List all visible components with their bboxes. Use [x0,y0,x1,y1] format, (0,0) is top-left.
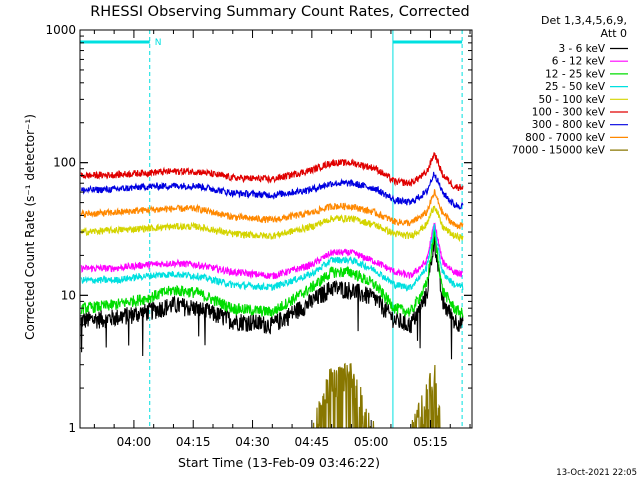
series-line-6-12-keV [80,222,464,280]
y-tick-label: 1 [68,421,76,435]
series-group [80,30,464,428]
axes: 1 10 100 1000 04:00 04:15 04:30 04:45 05:00 05:15 [45,23,473,449]
series-line-12-25-keV [80,227,464,318]
x-tick-label: 04:45 [295,435,330,449]
x-tick-label: 05:15 [413,435,448,449]
y-tick-label: 1000 [45,23,76,37]
x-axis-label: Start Time (13-Feb-09 03:46:22) [178,455,380,470]
legend-label: 6 - 12 keV [552,56,606,68]
legend-label: 50 - 100 keV [538,94,605,106]
legend-label: 300 - 800 keV [532,119,606,131]
legend-title-line2: Att 0 [601,27,627,40]
legend-label: 800 - 7000 keV [525,132,606,144]
legend-label: 25 - 50 keV [545,81,606,93]
series-line-300-800-keV [80,171,464,210]
legend-label: 7000 - 15000 keV [512,145,606,157]
legend-label: 100 - 300 keV [532,107,606,119]
night-annotation: N [155,38,162,48]
series-line-7000-15000-keV [312,362,441,428]
series-line-100-300-keV [80,152,464,191]
series-line-25-50-keV [80,223,464,292]
y-tick-label: 10 [61,288,76,302]
y-tick-label: 100 [53,156,76,170]
x-tick-label: 04:30 [235,435,270,449]
x-tick-label: 04:15 [176,435,211,449]
legend-label: 12 - 25 keV [545,68,606,80]
y-axis-label: Corrected Count Rate (s⁻¹ detector⁻¹) [23,114,37,340]
legend-label: 3 - 6 keV [558,43,605,55]
plot-area: N [80,30,464,428]
series-line-800-7000-keV [80,189,464,230]
timestamp: 13-Oct-2021 22:05 [556,468,637,478]
series-line-50-100-keV [81,205,464,243]
chart-title: RHESSI Observing Summary Count Rates, Co… [90,4,470,20]
plot-frame [79,29,473,429]
legend-title-line1: Det 1,3,4,5,6,9, [541,14,627,27]
series-line-3-6-keV [80,233,464,360]
x-tick-label: 04:00 [117,435,152,449]
x-tick-label: 05:00 [354,435,389,449]
